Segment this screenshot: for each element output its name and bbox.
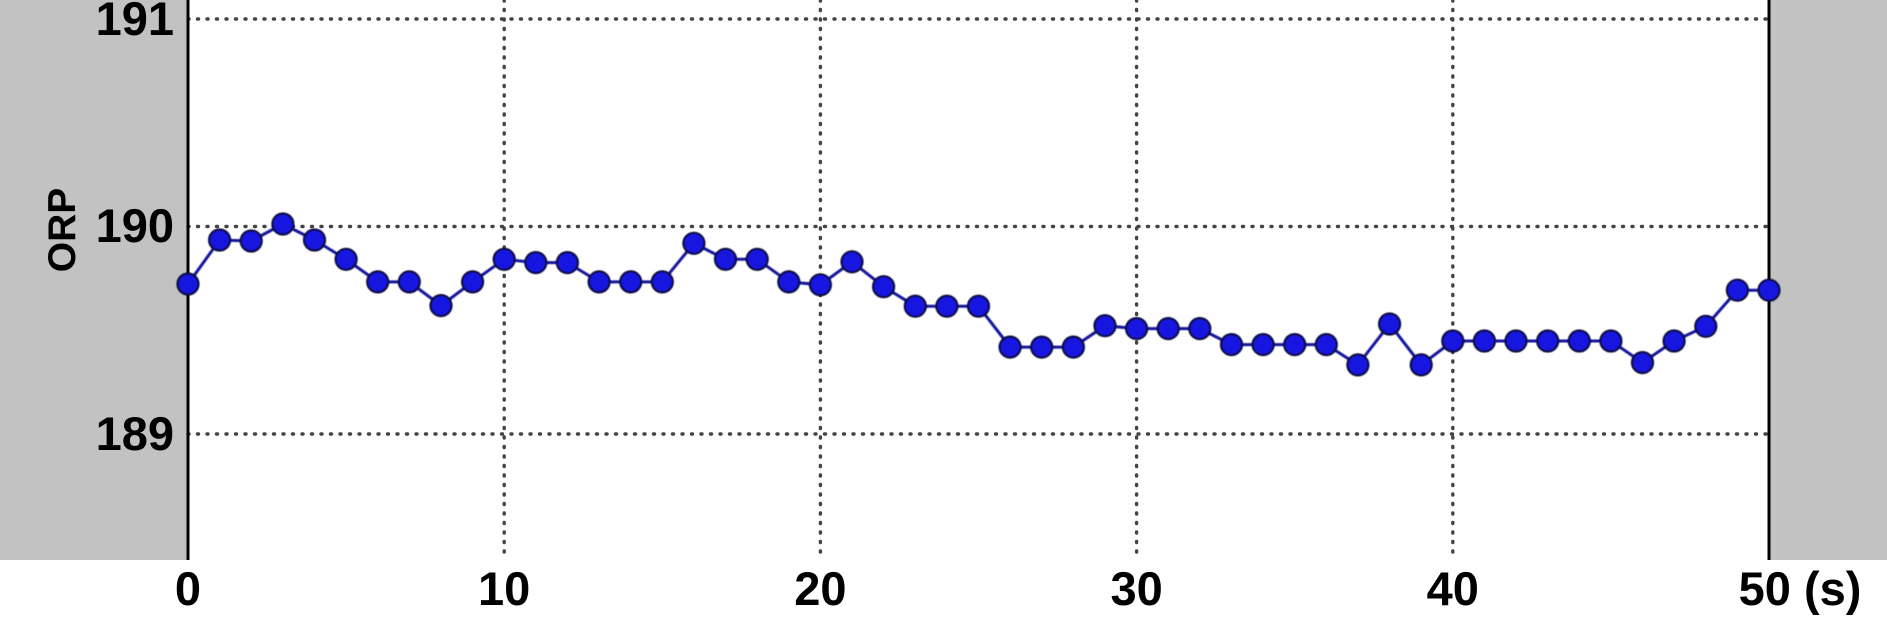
svg-text:191: 191	[96, 0, 174, 45]
svg-text:190: 190	[96, 199, 174, 252]
svg-text:ORP: ORP	[41, 188, 84, 273]
svg-text:20: 20	[794, 562, 846, 615]
svg-text:40: 40	[1427, 562, 1479, 615]
svg-text:10: 10	[478, 562, 530, 615]
svg-text:30: 30	[1110, 562, 1162, 615]
svg-text:50 (s): 50 (s)	[1739, 562, 1862, 615]
svg-text:0: 0	[175, 562, 201, 615]
svg-text:189: 189	[96, 407, 174, 460]
